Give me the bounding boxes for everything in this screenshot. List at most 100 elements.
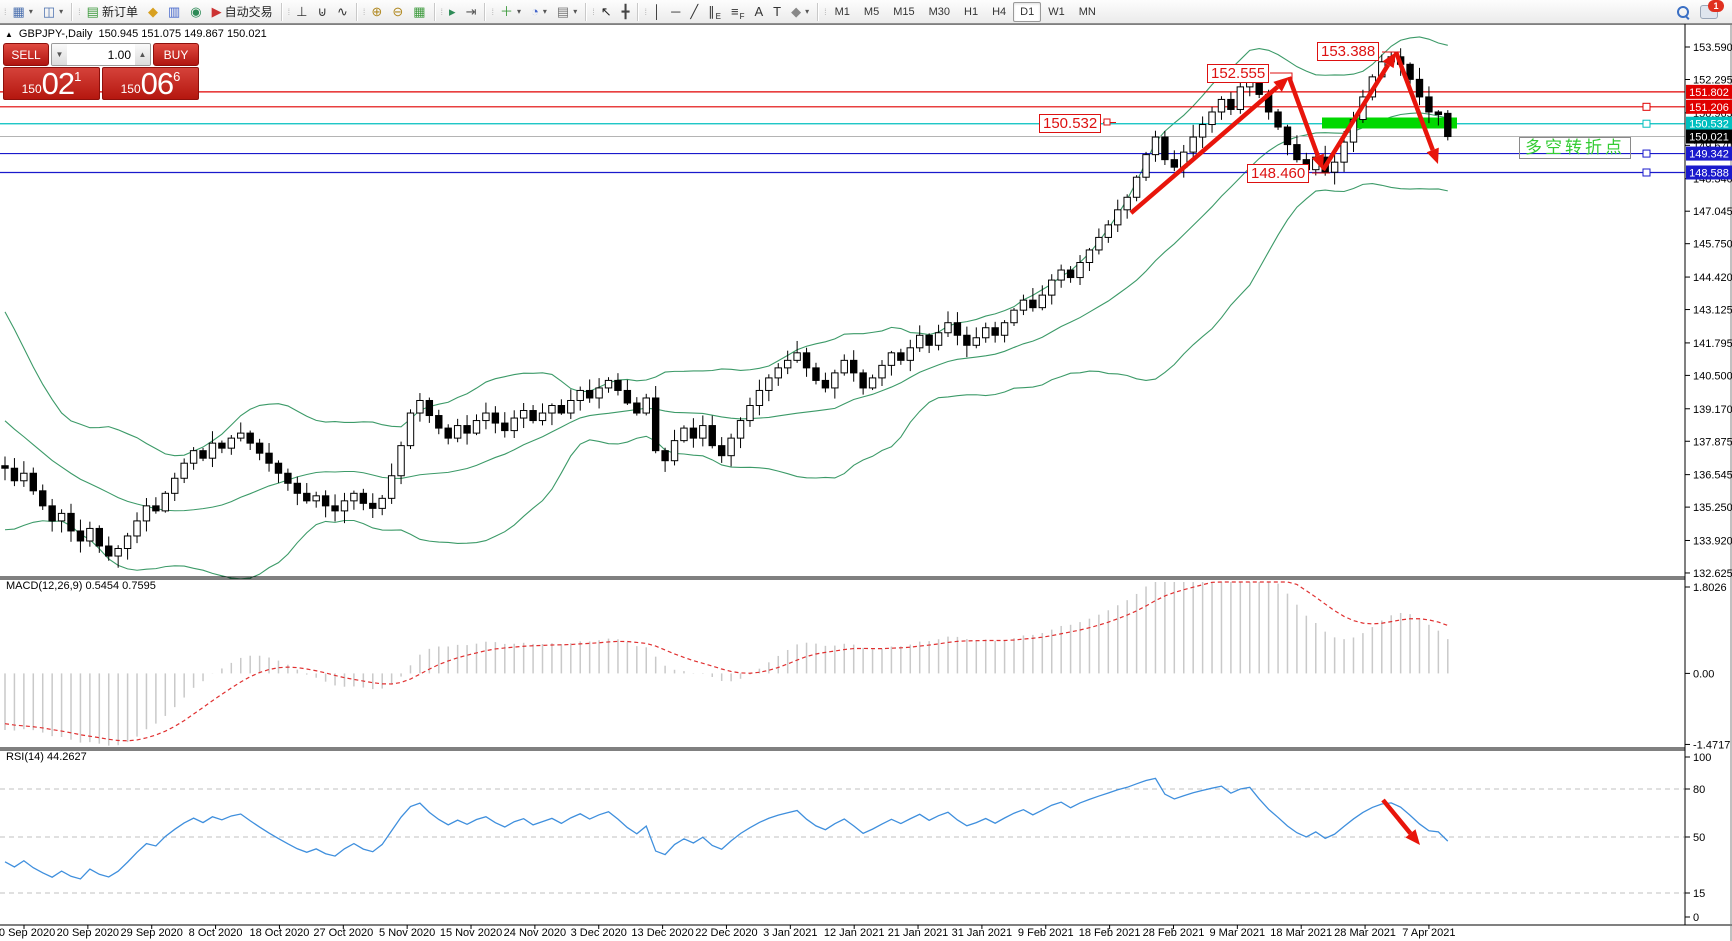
- line-chart-icon[interactable]: ∿: [332, 1, 353, 23]
- periods-icon[interactable]: ◔ ▾: [526, 1, 552, 23]
- strategy-tester-icon[interactable]: ▥: [163, 1, 185, 23]
- buy-price-button[interactable]: 150 06 6: [102, 67, 199, 100]
- trend-arrow-down-1-head[interactable]: [1311, 153, 1324, 170]
- new-chart-icon-dropdown[interactable]: ▾: [28, 7, 33, 16]
- trend-arrow-up-1[interactable]: [1129, 85, 1280, 215]
- trend-arrow-up-2-head[interactable]: [1382, 52, 1396, 69]
- signals-icon[interactable]: ◉: [185, 1, 206, 23]
- fibonacci-icon: ≡: [730, 4, 739, 19]
- templates-icon[interactable]: ▤ ▾: [552, 1, 582, 23]
- handle-150-532[interactable]: [1103, 118, 1111, 126]
- search-icon[interactable]: [1676, 5, 1690, 20]
- rsi-trend-arrow[interactable]: [1381, 798, 1413, 835]
- tile-windows-icon[interactable]: ▦: [408, 1, 430, 23]
- current-price-badge: [1686, 129, 1732, 144]
- trendline-icon[interactable]: ╱: [685, 1, 703, 23]
- buy-price-base: 150: [120, 82, 141, 96]
- price-badge-151.206-text: 151.206: [1689, 102, 1729, 114]
- arrows-icon[interactable]: ◆ ▾: [786, 1, 814, 23]
- arrows-icon-dropdown[interactable]: ▾: [805, 7, 810, 16]
- buy-price-point: 6: [173, 69, 181, 84]
- indicators-icon-dropdown[interactable]: ▾: [517, 7, 522, 16]
- vertical-line-icon[interactable]: │: [648, 1, 666, 23]
- bar-chart-icon[interactable]: ⊥: [291, 1, 312, 23]
- sell-price-button[interactable]: 150 02 1: [3, 67, 100, 100]
- trend-arrow-down-2[interactable]: [1393, 51, 1435, 151]
- volume-decrease-button[interactable]: ▼: [52, 44, 67, 65]
- level-label-152-555[interactable]: 152.555: [1207, 64, 1270, 83]
- equidistant-channel-icon[interactable]: ∥ E: [708, 4, 721, 21]
- candlestick-chart-icon[interactable]: ⊍: [312, 1, 332, 23]
- date-label: 29 Sep 2020: [120, 927, 183, 939]
- zoom-out-icon[interactable]: ⊖: [387, 1, 408, 23]
- price-tick-label: 137.875: [1693, 436, 1732, 448]
- level-label-148-460[interactable]: 148.460: [1247, 164, 1310, 183]
- chart-canvas[interactable]: 153.590152.295150.965149.670148.340147.0…: [0, 24, 1732, 941]
- horizontal-line-icon[interactable]: ─: [666, 1, 685, 23]
- periods-icon-dropdown[interactable]: ▾: [542, 7, 547, 16]
- zoom-in-icon[interactable]: ⊕: [366, 1, 387, 23]
- notifications-icon[interactable]: 1: [1700, 0, 1724, 19]
- notification-badge: 1: [1708, 0, 1724, 12]
- text-label-icon[interactable]: T: [768, 1, 786, 23]
- price-tick-label: 140.500: [1693, 370, 1732, 382]
- level-label-153-388[interactable]: 153.388: [1317, 42, 1380, 61]
- chart-profiles-icon-dropdown[interactable]: ▾: [59, 7, 64, 16]
- cursor-icon[interactable]: ↖: [596, 1, 617, 23]
- timeframe-button-M15[interactable]: M15: [893, 5, 915, 18]
- hline-handle-149.342[interactable]: [1642, 149, 1651, 158]
- price-tick-label: 132.625: [1693, 568, 1732, 580]
- price-tick-label: 143.125: [1693, 305, 1732, 317]
- timeframe-button-M5[interactable]: M5: [863, 5, 880, 18]
- timeframe-button-H4[interactable]: H4: [992, 5, 1007, 18]
- trend-arrow-down-1[interactable]: [1286, 76, 1320, 157]
- green-zone-bar[interactable]: [1322, 117, 1457, 129]
- templates-icon: ▤: [556, 4, 570, 19]
- trend-arrow-down-2-head[interactable]: [1426, 147, 1439, 164]
- timeframe-button-M30[interactable]: M30: [928, 5, 950, 18]
- timeframe-button-W1[interactable]: W1: [1048, 5, 1065, 18]
- rsi-tick-label: 50: [1693, 832, 1705, 844]
- timeframe-button-MN[interactable]: MN: [1078, 5, 1096, 18]
- date-label: 27 Oct 2020: [313, 927, 374, 939]
- templates-icon-dropdown[interactable]: ▾: [573, 7, 578, 16]
- chart-shift-icon[interactable]: ⇥: [461, 1, 482, 23]
- timeframe-button-H1[interactable]: H1: [964, 5, 979, 18]
- price-badge-149.342-text: 149.342: [1689, 149, 1729, 161]
- timeframe-button-D1[interactable]: D1: [1013, 1, 1042, 22]
- metaeditor-icon[interactable]: ◆: [143, 1, 163, 23]
- new-chart-icon[interactable]: ▦ ▾: [8, 1, 38, 23]
- collapse-trade-panel-icon[interactable]: ▲: [5, 29, 13, 39]
- date-label: 28 Feb 2021: [1142, 927, 1205, 939]
- date-label: 21 Jan 2021: [887, 927, 949, 939]
- strategy-tester-icon: ▥: [167, 4, 181, 19]
- date-label: 13 Dec 2020: [631, 927, 694, 939]
- crosshair-icon[interactable]: ╋: [617, 1, 635, 23]
- auto-scroll-icon[interactable]: ▸: [444, 1, 461, 23]
- hline-handle-151.206[interactable]: [1642, 102, 1651, 111]
- hline-handle-148.588[interactable]: [1642, 168, 1651, 177]
- volume-increase-button[interactable]: ▲: [135, 44, 150, 65]
- date-label: 5 Nov 2020: [379, 927, 436, 939]
- trend-arrow-up-1-head[interactable]: [1273, 77, 1289, 92]
- timeframe-button-M1[interactable]: M1: [834, 5, 850, 18]
- new-order-button[interactable]: ▤ 新订单: [82, 1, 143, 23]
- text-icon[interactable]: A: [749, 1, 768, 23]
- volume-input[interactable]: [67, 44, 135, 65]
- level-label-150-532[interactable]: 150.532: [1039, 114, 1102, 133]
- sell-button[interactable]: SELL: [3, 43, 49, 66]
- chart-profiles-icon[interactable]: ◫ ▾: [38, 1, 68, 23]
- text-label-icon: T: [773, 4, 782, 19]
- arrows-icon: ◆: [791, 4, 802, 19]
- fibonacci-icon[interactable]: ≡ F: [730, 4, 745, 21]
- date-label: 24 Nov 2020: [503, 927, 567, 939]
- hline-handle-150.532[interactable]: [1642, 119, 1651, 128]
- autotrading-button[interactable]: ▶ 自动交易: [207, 1, 278, 23]
- indicators-icon[interactable]: ＋ ▾: [495, 1, 526, 23]
- zoom-out-icon: ⊖: [392, 4, 404, 19]
- rsi-trend-arrow-head[interactable]: [1405, 829, 1420, 845]
- buy-button[interactable]: BUY: [153, 43, 199, 66]
- trend-arrow-up-2[interactable]: [1321, 63, 1391, 172]
- date-label: 31 Jan 2021: [951, 927, 1013, 939]
- turning-point-note[interactable]: 多空转折点: [1519, 137, 1631, 159]
